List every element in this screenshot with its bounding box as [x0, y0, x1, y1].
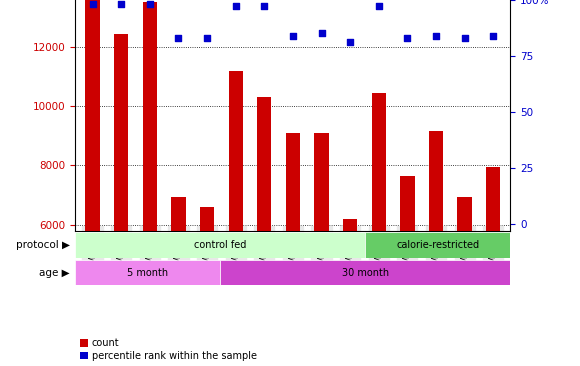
Point [231, 3, 240, 9]
Legend: count, percentile rank within the sample: count, percentile rank within the sample [80, 338, 257, 361]
Bar [200, 207, 214, 366]
Bar [400, 176, 415, 366]
Bar [75, 260, 220, 285]
Text: protocol ▶: protocol ▶ [16, 240, 70, 250]
Point [174, 35, 183, 41]
Point [145, 1, 154, 7]
Point [288, 33, 298, 38]
Bar [372, 93, 386, 366]
Point [488, 33, 498, 38]
Bar [114, 34, 128, 366]
Point [403, 35, 412, 41]
Point [317, 30, 326, 36]
Bar [85, 0, 100, 366]
Point [346, 39, 355, 45]
Text: age ▶: age ▶ [39, 268, 70, 278]
Point [202, 35, 212, 41]
Bar [365, 232, 510, 258]
Point [432, 33, 441, 38]
Bar [458, 197, 472, 366]
Point [374, 3, 383, 9]
Bar [314, 133, 329, 366]
Text: 5 month: 5 month [128, 268, 168, 278]
Bar [486, 167, 501, 366]
Bar [286, 133, 300, 366]
Bar [257, 97, 271, 366]
Point [460, 35, 469, 41]
Text: control fed: control fed [194, 240, 246, 250]
Bar [429, 131, 443, 366]
Text: 30 month: 30 month [342, 268, 389, 278]
Bar [229, 71, 243, 366]
Point [88, 1, 97, 7]
Bar [143, 3, 157, 366]
Text: calorie-restricted: calorie-restricted [396, 240, 480, 250]
Bar [75, 232, 365, 258]
Point [260, 3, 269, 9]
Bar [171, 197, 186, 366]
Bar [220, 260, 510, 285]
Point [117, 1, 126, 7]
Bar [343, 219, 357, 366]
